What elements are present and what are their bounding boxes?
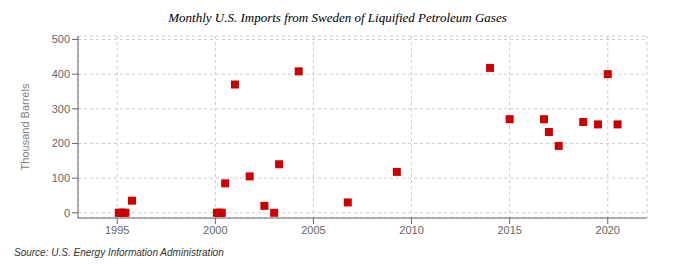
svg-text:2005: 2005 <box>301 224 325 236</box>
svg-text:100: 100 <box>52 172 70 184</box>
svg-text:2015: 2015 <box>497 224 521 236</box>
svg-text:2000: 2000 <box>203 224 227 236</box>
svg-text:400: 400 <box>52 68 70 80</box>
svg-text:300: 300 <box>52 103 70 115</box>
svg-text:2010: 2010 <box>399 224 423 236</box>
svg-text:500: 500 <box>52 33 70 45</box>
svg-text:2020: 2020 <box>596 224 620 236</box>
svg-text:0: 0 <box>64 207 70 219</box>
svg-text:200: 200 <box>52 137 70 149</box>
svg-text:1995: 1995 <box>105 224 129 236</box>
svg-text:Thousand Barrels: Thousand Barrels <box>19 83 31 170</box>
html-text:Source: U.S. Energy Informatio: Source: U.S. Energy Information Administ… <box>14 247 224 258</box>
html-text:Monthly U.S. Imports from Swed: Monthly U.S. Imports from Sweden of Liqu… <box>168 10 507 25</box>
